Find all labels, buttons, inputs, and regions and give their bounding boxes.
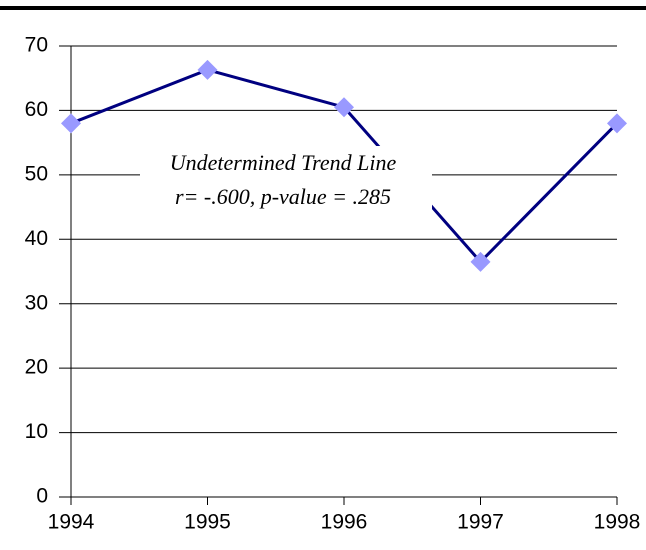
y-tick-label: 0 [36, 485, 48, 508]
y-tick-label: 40 [25, 227, 48, 250]
marker [61, 113, 81, 134]
x-tick-label: 1994 [48, 511, 95, 534]
marker [197, 59, 218, 80]
y-tick-label: 50 [25, 162, 48, 185]
annotation-box [140, 146, 432, 214]
x-tick-label: 1998 [594, 511, 641, 534]
marker [334, 97, 354, 118]
y-tick-label: 70 [25, 34, 48, 57]
y-tick-label: 30 [25, 291, 48, 314]
y-tick-label: 10 [25, 420, 48, 443]
x-tick-label: 1996 [321, 511, 368, 534]
y-tick-label: 60 [25, 98, 48, 121]
marker [607, 113, 627, 134]
x-tick-label: 1997 [457, 511, 504, 534]
annotation: Undetermined Trend Line [170, 150, 397, 175]
marker [470, 251, 491, 272]
x-tick-label: 1995 [184, 511, 231, 534]
y-tick-label: 20 [25, 356, 48, 379]
top-rule [0, 6, 646, 10]
annotation: r= -.600, p-value = .285 [175, 184, 391, 209]
